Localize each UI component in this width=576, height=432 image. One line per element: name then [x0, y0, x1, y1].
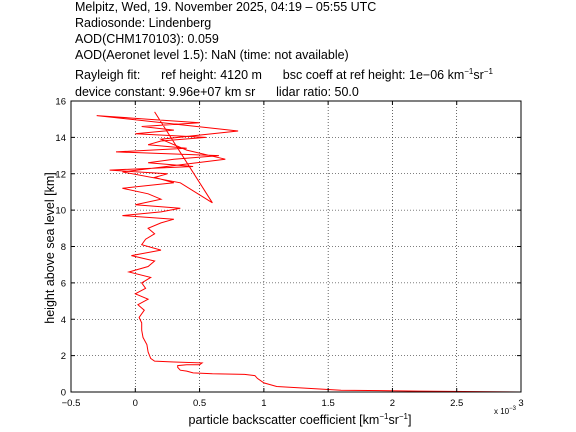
x-tick-label: 0.5	[193, 398, 206, 409]
y-tick-label: 14	[55, 133, 66, 144]
x-tick-label: 2.5	[450, 398, 463, 409]
x-tick-label: 1.5	[322, 398, 335, 409]
y-tick-label: 0	[61, 388, 66, 399]
x-tick-label: 0	[133, 398, 138, 409]
y-tick-label: 10	[55, 206, 66, 217]
y-tick-label: 2	[61, 351, 66, 362]
y-tick-label: 12	[55, 169, 66, 180]
x-scale-note: x 10−3	[494, 406, 517, 416]
title-line-device: device constant: 9.96e+07 km sr lidar ra…	[75, 85, 359, 99]
grid-lines	[71, 101, 521, 392]
device-constant: device constant: 9.96e+07 km sr	[75, 85, 256, 99]
title-line-aod-aeronet: AOD(Aeronet level 1.5): NaN (time: not a…	[75, 48, 349, 62]
backscatter-profile-line	[96, 111, 522, 393]
y-tick-label: 16	[55, 97, 66, 108]
title-line-radiosonde: Radiosonde: Lindenberg	[75, 16, 212, 30]
title-line-location-time: Melpitz, Wed, 19. November 2025, 04:19 –…	[75, 0, 377, 14]
y-tick-label: 8	[61, 242, 66, 253]
x-tick-label: 2	[390, 398, 395, 409]
title-line-aod-chm: AOD(CHM170103): 0.059	[75, 32, 219, 46]
bsc-coeff: bsc coeff at ref height: 1e−06 km−1sr−1	[282, 67, 493, 83]
x-tick-label: 3	[518, 398, 523, 409]
x-tick-labels: −0.5 0 0.5 1 1.5 2 2.5 3	[62, 398, 524, 409]
ref-height: ref height: 4120 m	[161, 68, 262, 82]
axis-ticks	[70, 100, 522, 393]
y-tick-label: 6	[61, 278, 66, 289]
rayleigh-label: Rayleigh fit:	[75, 68, 141, 82]
x-tick-label: −0.5	[62, 398, 81, 409]
y-tick-label: 4	[61, 315, 66, 326]
x-axis-label: particle backscatter coefficient [km−1sr…	[189, 412, 412, 427]
y-axis-label: height above sea level [km]	[43, 172, 57, 323]
profile-series	[96, 111, 522, 393]
title-line-rayleigh: Rayleigh fit: ref height: 4120 m bsc coe…	[75, 67, 493, 83]
lidar-ratio: lidar ratio: 50.0	[276, 85, 359, 99]
x-tick-label: 1	[261, 398, 266, 409]
y-tick-labels: 0 2 4 6 8 10 12 14 16	[55, 97, 66, 399]
